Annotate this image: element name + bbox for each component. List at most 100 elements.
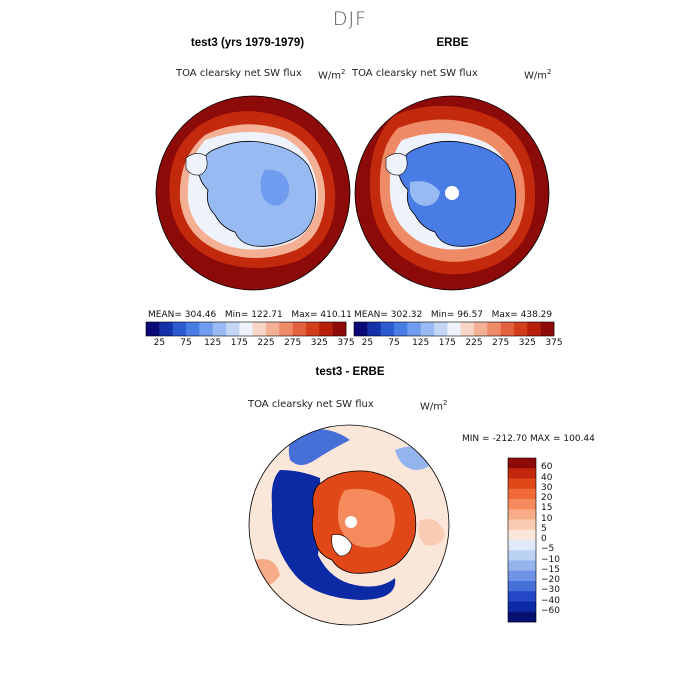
stats-diff: MIN = -212.70 MAX = 100.44 — [462, 434, 595, 444]
panel-title-erbe: ERBE — [436, 37, 469, 49]
stats-erbe: MEAN= 302.32 Min= 96.57 Max= 438.29 — [354, 310, 553, 320]
colorbar-diff-outline — [507, 457, 537, 623]
map-diff-interior — [338, 488, 395, 548]
colorbar-test3-swatch — [252, 322, 267, 336]
colorbar-erbe-tick-label: 125 — [412, 338, 430, 348]
stats-test3: MEAN= 304.46 Min= 122.71 Max= 410.11 — [148, 310, 352, 320]
colorbar-erbe-tick-label: 325 — [518, 338, 536, 348]
colorbar-erbe-swatch — [487, 322, 501, 336]
colorbar-diff-swatch — [508, 519, 536, 531]
colorbar-diff-swatch — [508, 488, 536, 500]
map-diff-blob-d — [418, 519, 445, 546]
page-title: DJF — [332, 8, 368, 30]
colorbar-erbe — [353, 321, 555, 337]
colorbar-diff-tick-label: 30 — [541, 482, 553, 493]
colorbar-diff-swatch — [508, 499, 536, 510]
colorbar-diff-swatch — [508, 611, 536, 623]
colorbar-erbe-swatch — [354, 322, 368, 336]
colorbar-test3-swatch — [319, 322, 333, 336]
colorbar-diff-tick-label: −15 — [541, 564, 560, 575]
colorbar-diff-swatch — [508, 529, 536, 541]
colorbar-erbe-tick-label: 75 — [388, 338, 400, 348]
colorbar-diff-tick-label: −30 — [541, 585, 560, 596]
map-diff-blob-b — [271, 470, 396, 600]
colorbar-test3-swatch — [306, 322, 320, 336]
colorbar-erbe-tick-label: 275 — [492, 338, 510, 348]
map-erbe-border — [354, 95, 550, 291]
colorbar-test3-tick-label: 75 — [180, 338, 192, 348]
map-erbe-peninsula — [385, 153, 408, 176]
colorbar-erbe-tick-label: 375 — [545, 338, 563, 348]
colorbar-diff-tick-label: 40 — [541, 472, 553, 483]
map-test3-border — [155, 95, 351, 291]
colorbar-erbe-swatch — [540, 322, 555, 336]
colorbar-test3-swatch — [172, 322, 187, 336]
colorbar-erbe-swatch — [420, 322, 435, 336]
colorbar-test3-tick-label: 125 — [204, 338, 222, 348]
colorbar-diff-swatch — [508, 540, 536, 551]
map-diff-pole-missing — [345, 516, 357, 528]
colorbar-diff-swatch — [508, 478, 536, 490]
colorbar-diff-tick-label: −10 — [541, 554, 560, 565]
colorbar-diff-tick-label: 10 — [541, 513, 553, 524]
colorbar-erbe-swatch — [447, 322, 461, 336]
map-test3-antarctica — [198, 140, 317, 247]
map-test3-interior-low — [260, 169, 289, 206]
colorbar-erbe-swatch — [527, 322, 541, 336]
colorbar-erbe-outline — [353, 321, 555, 337]
colorbar-test3-swatch — [239, 322, 253, 336]
panel-title-test3: test3 (yrs 1979-1979) — [190, 37, 305, 49]
colorbar-erbe-swatch — [474, 322, 488, 336]
colorbar-diff-swatch — [508, 581, 536, 592]
colorbar-test3-tick-label: 25 — [153, 338, 166, 348]
colorbar-diff-swatch — [508, 570, 536, 582]
colorbar-test3-tick-label: 275 — [284, 338, 302, 348]
colorbar-diff-ticks: 60 40 30 20 15 10 5 0 −5 −10 −15 −20 −30 −40 −60 — [541, 458, 581, 622]
field-label-erbe: TOA clearsky net SW flux — [352, 68, 478, 79]
map-erbe-ross-shelf — [410, 181, 440, 206]
colorbar-test3-swatch — [292, 322, 307, 336]
colorbar-test3-swatch — [226, 322, 240, 336]
colorbar-erbe-swatch — [514, 322, 528, 336]
map-diff-blob-a — [288, 428, 350, 465]
colorbar-diff — [507, 457, 537, 623]
colorbar-diff-swatch — [508, 458, 536, 469]
colorbar-diff-swatch — [508, 509, 536, 520]
colorbar-erbe-swatch — [367, 322, 381, 336]
map-diff-border — [248, 424, 450, 626]
colorbar-test3-outline — [145, 321, 347, 337]
colorbar-erbe-tick-label: 175 — [438, 338, 456, 348]
colorbar-test3-swatch — [212, 322, 227, 336]
colorbar-test3-swatch — [159, 322, 173, 336]
units-label-erbe: W/m2 — [524, 68, 552, 82]
colorbar-erbe-swatch — [460, 322, 475, 336]
colorbar-test3-ticks: 25 75 125 175 225 275 325 375 — [146, 338, 355, 350]
field-label-test3: TOA clearsky net SW flux — [176, 68, 302, 79]
colorbar-test3-tick-label: 225 — [257, 338, 275, 348]
colorbar-erbe-swatch — [380, 322, 395, 336]
colorbar-erbe-ticks: 25 75 125 175 225 275 325 375 — [354, 338, 563, 350]
panel-title-diff: test3 - ERBE — [315, 366, 385, 378]
colorbar-erbe-tick-label: 25 — [361, 338, 374, 348]
colorbar-test3-swatch — [199, 322, 213, 336]
colorbar-diff-tick-label: 60 — [541, 462, 553, 473]
colorbar-test3-swatch — [186, 322, 200, 336]
colorbar-test3-tick-label: 325 — [310, 338, 328, 348]
colorbar-diff-tick-label: −5 — [541, 544, 555, 555]
colorbar-diff-tick-label: 15 — [541, 503, 553, 514]
colorbar-diff-tick-label: −60 — [541, 605, 560, 616]
colorbar-erbe-swatch — [500, 322, 515, 336]
units-label-diff: W/m2 — [420, 399, 448, 413]
colorbar-diff-swatch — [508, 591, 536, 602]
colorbar-diff-swatch — [508, 601, 536, 613]
colorbar-test3 — [145, 321, 347, 337]
colorbar-diff-tick-label: 20 — [541, 493, 553, 503]
colorbar-diff-swatch — [508, 560, 536, 572]
colorbar-test3-tick-label: 375 — [337, 338, 355, 348]
map-erbe-pole-missing — [445, 186, 459, 200]
colorbar-erbe-swatch — [434, 322, 448, 336]
colorbar-test3-swatch — [332, 322, 347, 336]
colorbar-test3-swatch — [266, 322, 280, 336]
